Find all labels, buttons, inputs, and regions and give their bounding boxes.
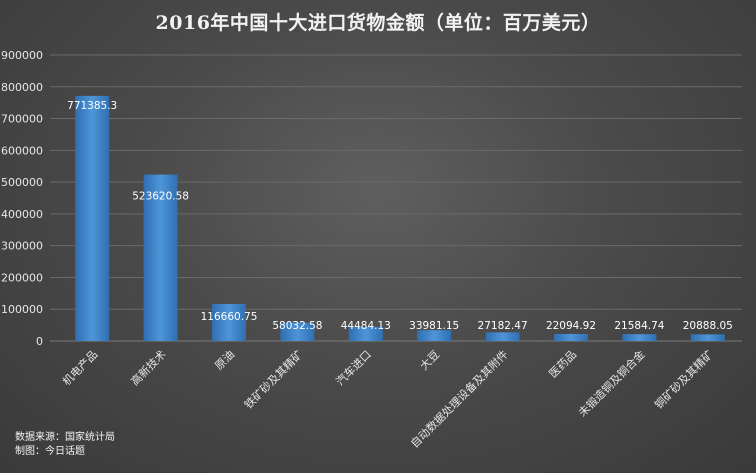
bar [143,174,178,341]
data-label: 58032.58 [272,320,322,332]
data-label: 20888.05 [683,320,733,332]
grid-layer [50,54,742,342]
data-label: 523620.58 [132,191,189,203]
x-tick-label: 机电产品 [59,347,100,388]
bar [280,322,315,341]
data-label: 27182.47 [478,320,528,332]
y-axis: 0 100000 200000 300000 400000 500000 600000 700… [1,49,43,348]
bar [485,332,520,341]
y-tick-label: 500000 [1,176,43,189]
x-tick-label: 铁矿砂及其精矿 [242,348,306,412]
bar [348,326,383,341]
chart-title: 2016年中国十大进口货物金额（单位：百万美元） [155,12,601,34]
y-tick-label: 700000 [1,113,43,126]
maker-note: 制图：今日话题 [15,446,85,457]
data-label: 33981.15 [409,320,459,332]
data-label: 771385.3 [67,100,117,112]
bar [212,303,246,341]
x-tick-label: 高新技术 [128,347,169,388]
x-tick-label: 大豆 [417,347,442,372]
y-tick-label: 600000 [1,144,43,157]
data-label: 116660.75 [201,311,258,323]
y-tick-label: 900000 [1,49,43,62]
y-tick-label: 800000 [1,81,43,94]
bar [554,333,588,341]
data-labels: 771385.3 523620.58 116660.75 58032.58 44484.… [67,100,733,332]
y-tick-label: 400000 [1,208,43,221]
x-tick-label: 医药品 [547,348,580,381]
source-note: 数据来源：国家统计局 [15,432,115,443]
y-tick-label: 200000 [1,271,43,284]
bar [417,330,452,341]
y-tick-label: 100000 [1,303,43,316]
data-label: 21584.74 [614,320,664,332]
x-tick-label: 铜矿砂及其精矿 [652,347,716,411]
bars [75,95,725,341]
y-tick-label: 0 [36,335,43,348]
bar [690,334,725,341]
x-tick-label: 未锻造铜及铜合金 [575,347,647,419]
x-tick-label: 原油 [212,347,237,372]
data-label: 22094.92 [546,320,596,332]
x-tick-label: 汽车进口 [333,347,374,388]
data-label: 44484.13 [341,320,391,332]
bar [75,95,110,341]
bar [622,334,657,341]
y-tick-label: 300000 [1,240,43,253]
